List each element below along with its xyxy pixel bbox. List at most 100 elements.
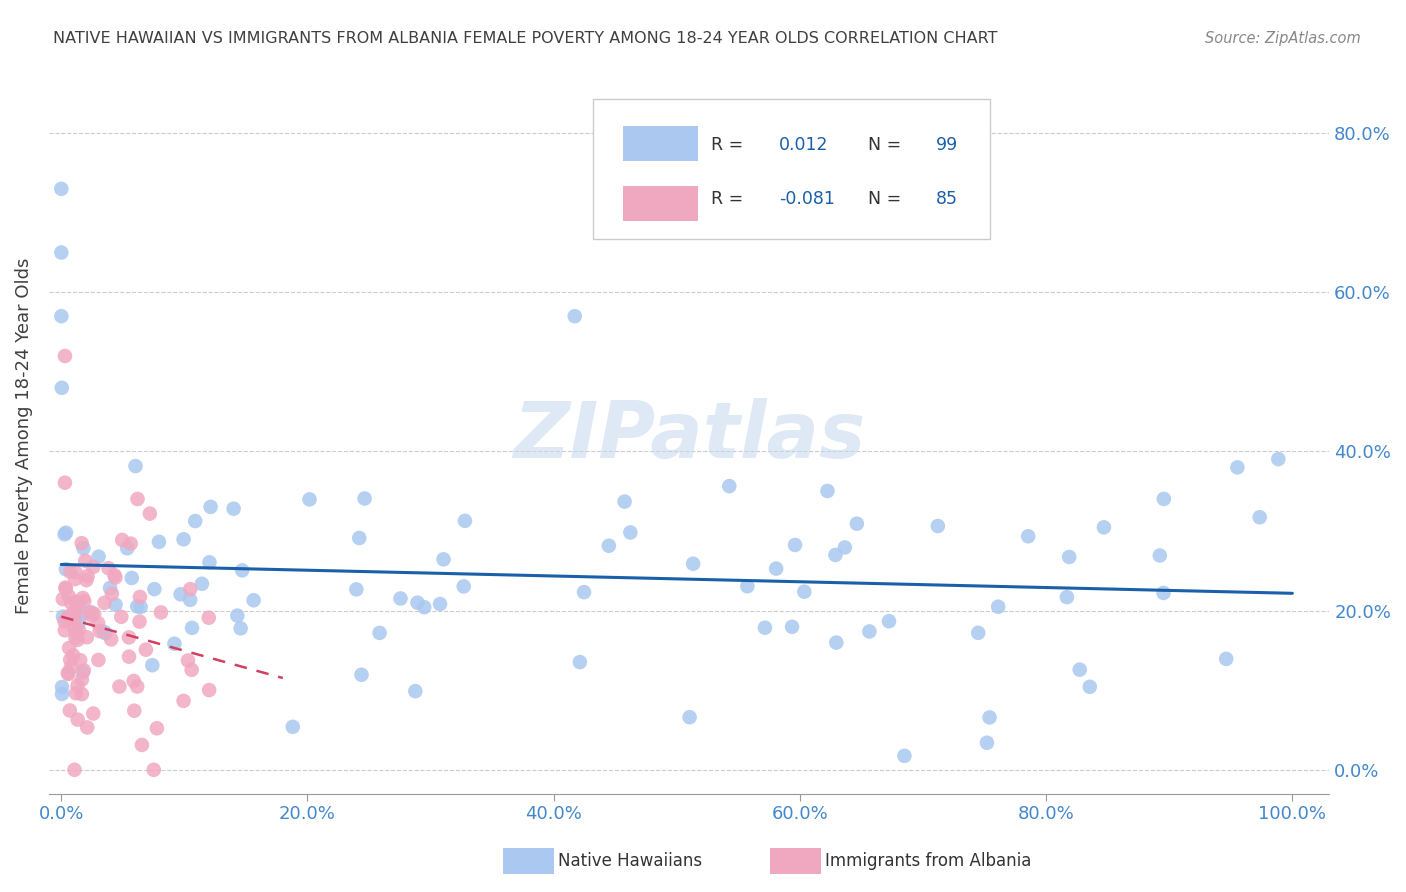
FancyBboxPatch shape [623, 126, 699, 161]
Text: R =: R = [711, 190, 748, 208]
Point [454, 514, 477, 528]
Point [51, 687, 73, 701]
Point [76, 720, 98, 734]
Point [65, 686, 87, 700]
Point [1249, 510, 1271, 524]
Point [53, 475, 76, 490]
Point [200, 500, 222, 514]
Point [127, 491, 149, 506]
Point [53, 349, 76, 363]
Point [177, 653, 200, 667]
Text: ZIPatlas: ZIPatlas [513, 398, 865, 474]
Point [52, 609, 75, 624]
Point [59, 653, 82, 667]
Point [53, 581, 76, 595]
Point [127, 599, 149, 614]
Point [404, 684, 426, 698]
Text: NATIVE HAWAIIAN VS IMMIGRANTS FROM ALBANIA FEMALE POVERTY AMONG 18-24 YEAR OLDS : NATIVE HAWAIIAN VS IMMIGRANTS FROM ALBAN… [53, 31, 998, 46]
Point [1056, 590, 1078, 604]
Point [817, 483, 839, 498]
Point [142, 763, 165, 777]
Point [825, 635, 848, 649]
Point [80, 605, 103, 619]
Point [682, 557, 704, 571]
Point [58, 589, 80, 603]
Point [368, 626, 391, 640]
Text: 99: 99 [936, 136, 959, 154]
Point [191, 576, 214, 591]
Point [63, 622, 86, 636]
Point [93, 596, 115, 610]
Point [976, 736, 998, 750]
Point [72, 665, 94, 680]
Point [389, 591, 412, 606]
Point [87, 615, 110, 630]
Point [62, 648, 84, 663]
Text: R =: R = [711, 136, 748, 154]
Point [568, 655, 591, 669]
Point [127, 680, 149, 694]
Point [226, 608, 249, 623]
Point [129, 600, 152, 615]
Point [824, 548, 846, 562]
Point [347, 531, 370, 545]
FancyBboxPatch shape [593, 99, 990, 238]
Point [94, 626, 117, 640]
Point [453, 579, 475, 593]
Point [783, 538, 806, 552]
Point [87, 549, 110, 564]
Point [141, 658, 163, 673]
Point [146, 721, 169, 735]
Point [82, 560, 104, 574]
Text: 0.012: 0.012 [779, 136, 828, 154]
Point [1215, 652, 1237, 666]
Point [59, 565, 82, 579]
Point [70, 673, 93, 687]
Point [432, 552, 454, 566]
Point [53, 527, 76, 541]
Point [103, 568, 125, 582]
Point [834, 541, 856, 555]
Text: 85: 85 [936, 190, 959, 208]
Point [298, 492, 321, 507]
Point [51, 182, 73, 196]
Point [66, 713, 89, 727]
Point [124, 459, 146, 474]
Point [59, 703, 82, 717]
Point [65, 566, 87, 580]
Point [73, 664, 96, 678]
Point [117, 541, 139, 556]
Point [893, 748, 915, 763]
Point [58, 609, 80, 624]
Point [53, 615, 76, 629]
Text: Immigrants from Albania: Immigrants from Albania [825, 852, 1032, 870]
FancyBboxPatch shape [623, 186, 699, 220]
Point [184, 514, 207, 528]
Point [765, 561, 787, 575]
Point [242, 593, 264, 607]
Point [350, 667, 373, 681]
Point [124, 704, 146, 718]
Y-axis label: Female Poverty Among 18-24 Year Olds: Female Poverty Among 18-24 Year Olds [15, 258, 32, 614]
Point [104, 598, 127, 612]
Point [121, 571, 143, 585]
Point [877, 614, 900, 628]
Text: N =: N = [869, 190, 907, 208]
Point [231, 563, 253, 577]
Point [131, 738, 153, 752]
Point [55, 582, 77, 596]
Point [101, 587, 124, 601]
Point [572, 585, 595, 599]
Point [75, 554, 97, 568]
Point [179, 592, 201, 607]
Point [73, 594, 96, 608]
Point [65, 595, 87, 609]
Point [135, 642, 157, 657]
Point [222, 501, 245, 516]
Point [678, 710, 700, 724]
Point [97, 561, 120, 575]
Point [100, 632, 122, 647]
Point [845, 516, 868, 531]
Point [737, 579, 759, 593]
Point [76, 630, 98, 644]
